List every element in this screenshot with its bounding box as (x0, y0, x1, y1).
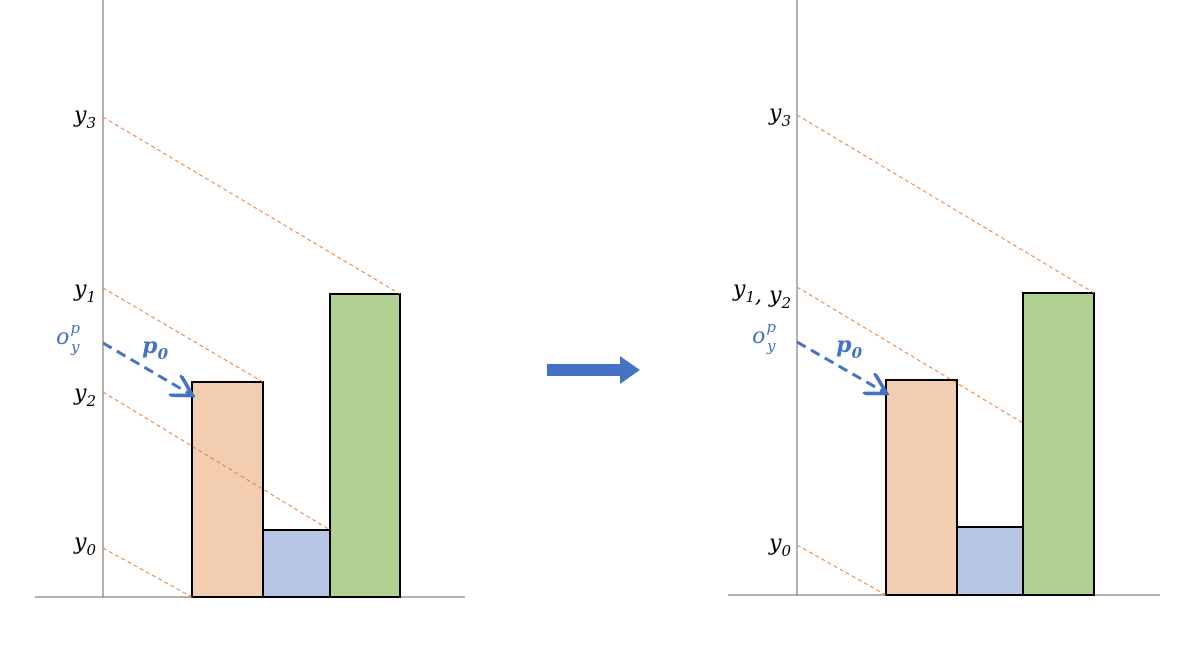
label-base: p (142, 333, 158, 359)
label-sub: 0 (781, 542, 791, 560)
label: y2 (73, 381, 96, 410)
bar-green (1022, 292, 1095, 596)
offset-arrow (102, 341, 190, 394)
label-base: o (752, 324, 765, 349)
bar-blue (262, 529, 331, 598)
label-sup: p (766, 318, 776, 336)
projection-lines (796, 114, 1095, 596)
label-base: p (836, 332, 852, 358)
bar-orange (885, 379, 958, 596)
label-sub: 1 (86, 288, 96, 306)
label-base: y (73, 381, 87, 406)
label: y1 (73, 277, 96, 306)
label-base: y (732, 277, 746, 302)
label-base: y (73, 103, 87, 128)
label-sub: 3 (86, 114, 96, 132)
projection-line (102, 116, 401, 295)
label: p0 (836, 332, 862, 362)
right-panel (728, 0, 1160, 596)
label-base: y (768, 531, 782, 556)
bar-green (329, 293, 401, 598)
projection-line (796, 114, 1095, 294)
projection-line (102, 547, 193, 598)
label-sub: 3 (781, 112, 791, 130)
label-base: y (73, 277, 87, 302)
label-base: y (73, 530, 87, 555)
label-sub: 2 (85, 392, 96, 410)
label-sub: 2 (780, 294, 791, 312)
offset-arrow (796, 340, 884, 392)
label-sub: y (70, 338, 80, 356)
label: y0 (73, 530, 96, 559)
label-base: o (56, 325, 69, 350)
projection-line (796, 544, 887, 596)
projection-line (796, 286, 1024, 424)
label-base: y (768, 283, 782, 308)
label: y3 (73, 103, 96, 132)
label: y1, y2 (732, 277, 791, 312)
label-space (762, 283, 769, 308)
label: y3 (768, 101, 791, 130)
label-sup: p (70, 319, 80, 337)
label: y0 (768, 531, 791, 560)
left-panel (35, 0, 465, 598)
label-sub: 1 (745, 288, 755, 306)
label: op y (752, 318, 776, 355)
label-base: y (768, 101, 782, 126)
projection-line (102, 391, 331, 531)
bar-blue (956, 526, 1024, 596)
bar-orange (191, 381, 264, 598)
projection-line (102, 287, 264, 383)
label: p0 (142, 333, 168, 363)
label-sub: 0 (852, 344, 863, 362)
label-sub: 0 (158, 345, 169, 363)
label-sub: 0 (86, 541, 96, 559)
transition-arrow (547, 356, 640, 384)
label-separator: , (755, 283, 762, 308)
label-sub: y (766, 337, 776, 355)
label: op y (56, 319, 80, 356)
projection-lines (102, 116, 401, 598)
